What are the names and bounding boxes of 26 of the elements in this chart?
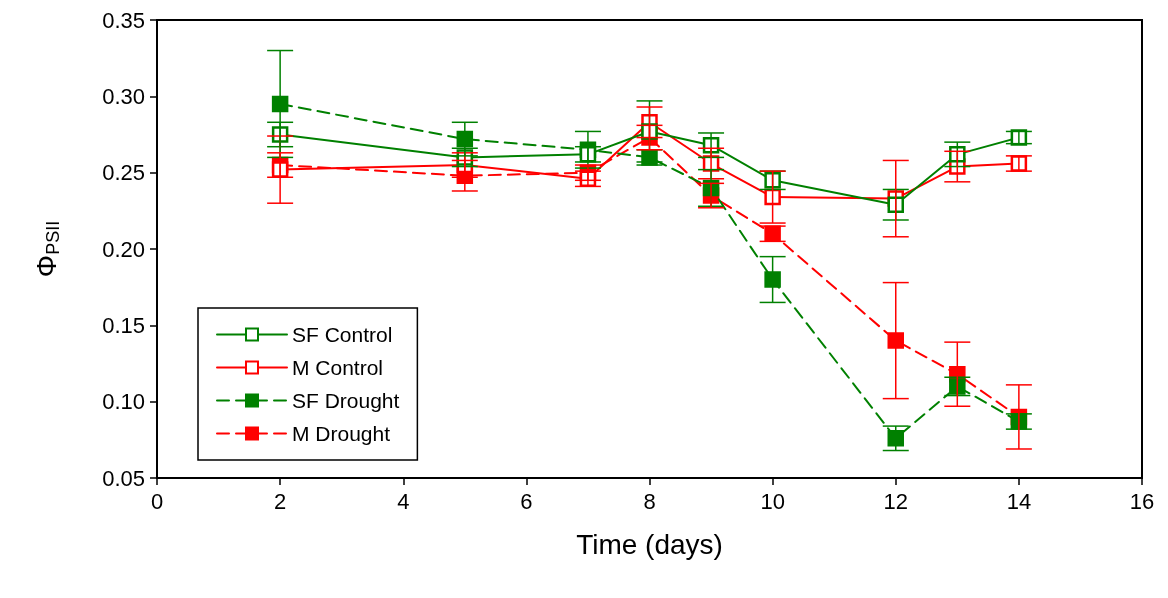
y-tick-label: 0.30 [102, 83, 145, 109]
x-tick-label: 2 [274, 488, 287, 514]
y-tick-label: 0.25 [102, 160, 145, 186]
legend-label: SF Control [292, 323, 393, 346]
x-tick-label: 14 [1006, 488, 1032, 514]
x-tick-label: 0 [150, 488, 164, 514]
point [949, 378, 966, 395]
legend-label: M Control [292, 356, 384, 379]
legend-label: SF Drought [292, 389, 400, 412]
x-tick-label: 16 [1129, 488, 1155, 514]
y-axis-title: ΦPSII [30, 220, 63, 278]
y-tick-label: 0.20 [102, 236, 145, 262]
y-tick-label: 0.05 [102, 465, 145, 491]
y-tick-label: 0.15 [102, 312, 145, 338]
x-tick-label: 8 [643, 488, 656, 514]
x-tick-label: 6 [520, 488, 533, 514]
point [764, 172, 781, 189]
x-tick-label: 4 [397, 488, 410, 514]
y-tick-label: 0.35 [102, 7, 145, 33]
y-tick-label: 0.10 [102, 389, 145, 415]
point [764, 271, 781, 288]
x-tick-label: 12 [883, 488, 908, 514]
x-tick-label: 10 [760, 488, 785, 514]
point [764, 188, 781, 206]
x-axis-title: Time (days) [576, 528, 723, 560]
legend-label: M Drought [292, 422, 391, 445]
